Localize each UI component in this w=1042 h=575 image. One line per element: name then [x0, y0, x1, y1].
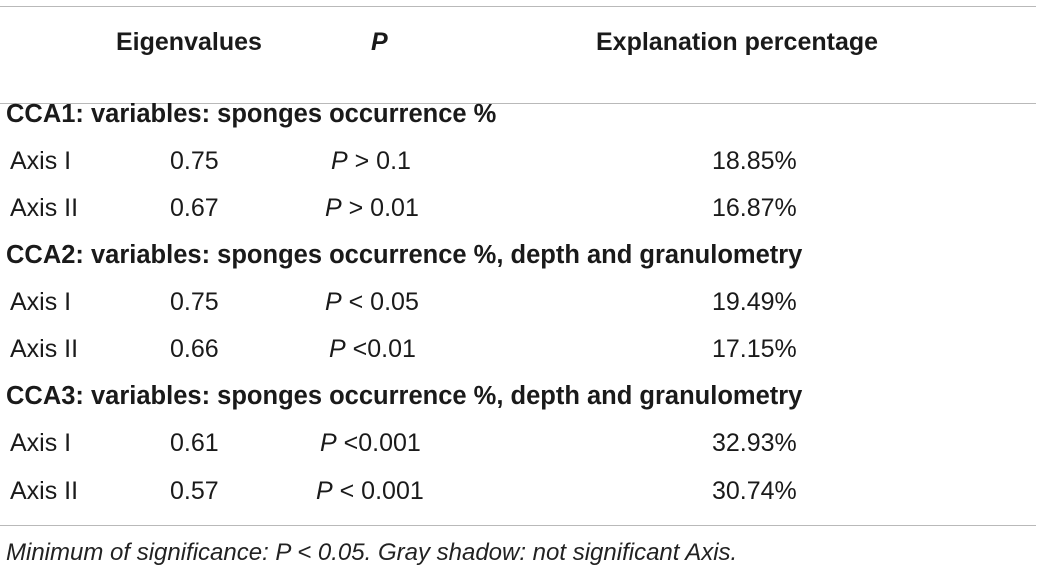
axis-label: Axis II	[10, 194, 79, 222]
eigenvalue: 0.75	[170, 288, 219, 316]
top-rule	[0, 6, 1036, 7]
explanation-percentage: 32.93%	[712, 429, 797, 457]
p-label: P	[316, 477, 333, 505]
p-value: P > 0.1	[331, 146, 411, 176]
explanation-percentage: 18.85%	[712, 147, 797, 175]
header-p: P	[371, 28, 388, 56]
eigenvalue: 0.67	[170, 194, 219, 222]
p-label: P	[329, 335, 346, 363]
p-label: P	[325, 194, 342, 222]
eigenvalue: 0.61	[170, 429, 219, 457]
p-value-text: > 0.1	[354, 147, 411, 175]
p-value: P < 0.05	[325, 287, 419, 317]
axis-label: Axis II	[10, 335, 79, 363]
p-label: P	[325, 288, 342, 316]
p-value: P < 0.001	[316, 476, 424, 506]
axis-label: Axis I	[10, 288, 72, 316]
explanation-percentage: 19.49%	[712, 288, 797, 316]
p-value-text: < 0.05	[348, 288, 419, 316]
header-explanation-percentage: Explanation percentage	[596, 28, 879, 56]
header-eigenvalues: Eigenvalues	[116, 28, 262, 56]
p-label: P	[331, 147, 348, 175]
bottom-rule	[0, 525, 1036, 526]
p-value: P > 0.01	[325, 193, 419, 223]
explanation-percentage: 30.74%	[712, 477, 797, 505]
eigenvalue: 0.66	[170, 335, 219, 363]
group-title-cca2: CCA2: variables: sponges occurrence %, d…	[6, 241, 803, 269]
eigenvalue: 0.57	[170, 477, 219, 505]
explanation-percentage: 17.15%	[712, 335, 797, 363]
axis-label: Axis I	[10, 147, 72, 175]
p-value: P <0.001	[320, 428, 421, 458]
p-value-text: > 0.01	[348, 194, 419, 222]
group-title-cca3: CCA3: variables: sponges occurrence %, d…	[6, 382, 803, 410]
p-label: P	[320, 429, 337, 457]
explanation-percentage: 16.87%	[712, 194, 797, 222]
p-value-text: <0.01	[352, 335, 416, 363]
p-value-text: < 0.001	[339, 477, 424, 505]
p-value-text: <0.001	[343, 429, 421, 457]
table-footnote: Minimum of significance: P < 0.05. Gray …	[6, 539, 738, 566]
header-rule	[0, 103, 1036, 104]
axis-label: Axis II	[10, 477, 79, 505]
p-value: P <0.01	[329, 334, 416, 364]
axis-label: Axis I	[10, 429, 72, 457]
group-title-cca1: CCA1: variables: sponges occurrence %	[6, 100, 497, 128]
eigenvalue: 0.75	[170, 147, 219, 175]
